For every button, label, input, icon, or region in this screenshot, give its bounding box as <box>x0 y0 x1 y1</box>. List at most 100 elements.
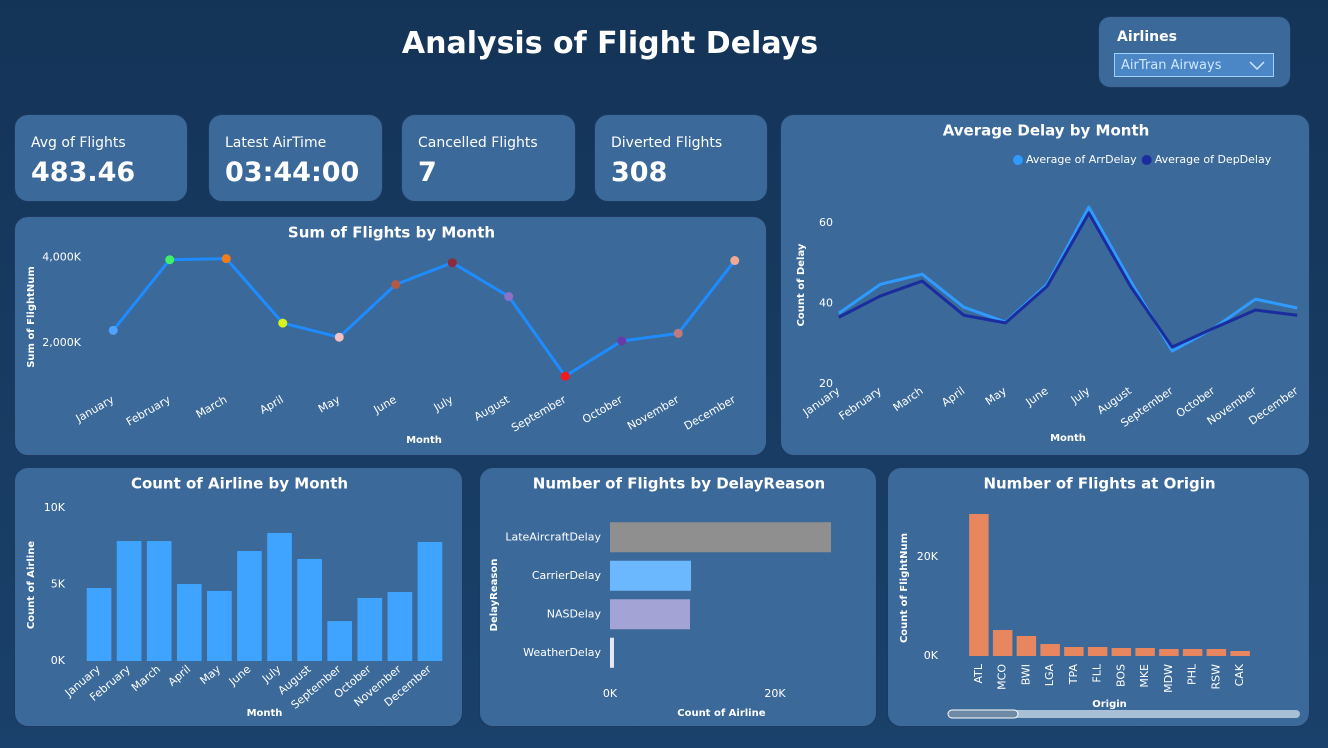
data-point <box>334 332 344 342</box>
legend-label: Average of DepDelay <box>1155 153 1272 166</box>
bar <box>1016 636 1037 656</box>
card-value: 7 <box>418 157 437 188</box>
x-tick-label: February <box>124 393 173 429</box>
x-tick-label: 20K <box>764 687 786 700</box>
x-tick-label: MDW <box>1162 664 1175 693</box>
bar <box>610 522 832 553</box>
x-tick-label: March <box>194 393 230 421</box>
slicer-label: Airlines <box>1117 29 1177 45</box>
x-tick-label: January <box>73 393 117 426</box>
card-label: Diverted Flights <box>611 135 723 151</box>
chart-title: Sum of Flights by Month <box>288 224 495 242</box>
x-tick-label: MKE <box>1138 664 1151 688</box>
bar <box>357 597 383 661</box>
legend-label: Average of ArrDelay <box>1026 153 1137 166</box>
bar <box>610 637 614 668</box>
data-point <box>447 258 457 268</box>
card-label: Cancelled Flights <box>418 135 538 151</box>
chart: Number of Flights at Origin Origin Count o… <box>899 475 1300 719</box>
card-label: Latest AirTime <box>225 135 327 151</box>
card-value: 03:44:00 <box>225 157 360 188</box>
data-line <box>838 211 1298 349</box>
y-tick-label: 4,000K <box>42 251 81 264</box>
chart-title: Average Delay by Month <box>943 122 1150 140</box>
y-axis-title: Count of Airline <box>26 541 37 629</box>
bar <box>237 550 262 661</box>
x-tick-label: April <box>257 393 285 417</box>
y-tick-label: 5K <box>51 578 66 591</box>
chart-title: Number of Flights at Origin <box>983 475 1215 493</box>
y-tick-label: 60 <box>819 216 833 229</box>
x-axis-title: Month <box>247 708 283 719</box>
x-tick-label: November <box>625 393 681 433</box>
kpi-card: Avg of Flights 483.46 <box>14 114 188 202</box>
slicer[interactable]: Airlines AirTran Airways <box>1098 16 1291 88</box>
bar <box>610 560 692 591</box>
x-axis-title: Origin <box>1092 699 1127 710</box>
bar <box>1064 646 1084 656</box>
chart-panel: Average Delay by Month Month Count of Dela… <box>780 114 1310 456</box>
x-tick-label: TPA <box>1067 664 1080 686</box>
chart-title: Number of Flights by DelayReason <box>533 475 825 493</box>
y-tick-label: 10K <box>44 501 66 514</box>
chart-title: Count of Airline by Month <box>131 475 348 493</box>
bar <box>1159 649 1179 656</box>
x-tick-label: June <box>226 662 254 688</box>
x-tick-label: October <box>580 393 625 427</box>
x-tick-label: FLL <box>1091 663 1104 682</box>
data-line <box>112 257 736 378</box>
y-tick-label: 20 <box>819 377 833 390</box>
bar <box>267 532 292 661</box>
bar <box>1040 644 1060 656</box>
page-title: Analysis of Flight Delays <box>401 26 819 61</box>
x-tick-label: RSW <box>1209 664 1222 690</box>
chart: Average Delay by Month Month Count of Dela… <box>796 122 1301 445</box>
x-tick-label: CAK <box>1233 663 1246 686</box>
x-tick-label: PHL <box>1186 663 1199 685</box>
bar <box>297 558 322 661</box>
x-tick-label: March <box>129 663 163 695</box>
data-line <box>837 205 1298 353</box>
data-point <box>617 336 627 346</box>
x-axis-title: Month <box>406 435 442 446</box>
bar <box>176 584 202 661</box>
x-tick-label: September <box>509 393 569 435</box>
y-axis-title: Count of FlightNum <box>899 533 910 643</box>
data-point <box>673 328 683 338</box>
x-tick-label: BWI <box>1019 664 1032 685</box>
x-tick-label: LGA <box>1043 664 1056 687</box>
data-point <box>730 256 740 266</box>
slicer-dropdown[interactable]: AirTran Airways <box>1114 53 1274 77</box>
bar <box>969 513 989 656</box>
x-tick-label: ATL <box>972 663 985 683</box>
scrollbar-track <box>948 710 1300 718</box>
legend-swatch <box>1013 155 1023 165</box>
y-tick-label: 40 <box>819 297 833 310</box>
bar <box>992 630 1013 656</box>
x-tick-label: 0K <box>603 687 618 700</box>
chart-panel: Sum of Flights by Month Month Sum of Fligh… <box>14 216 767 456</box>
data-point <box>108 325 118 335</box>
x-axis-title: Count of Airline <box>677 708 765 719</box>
x-tick-label: August <box>472 393 512 424</box>
x-tick-label: April <box>166 663 194 689</box>
x-tick-label: April <box>939 384 967 409</box>
data-point <box>221 254 231 264</box>
bar <box>387 591 413 661</box>
data-point <box>391 280 401 290</box>
chart: Sum of Flights by Month Month Sum of Fligh… <box>26 224 740 446</box>
x-tick-label: MCO <box>996 664 1009 690</box>
chart-panel: Number of Flights by DelayReason Count of… <box>479 467 877 727</box>
card-value: 308 <box>611 157 668 188</box>
data-point <box>278 318 288 328</box>
bar <box>1087 646 1108 656</box>
y-tick-label: NASDelay <box>547 607 602 620</box>
x-axis-title: Month <box>1050 433 1086 444</box>
y-tick-label: 0K <box>924 649 939 662</box>
y-axis-title: Sum of FlightNum <box>26 266 37 368</box>
y-tick-label: 20K <box>917 550 939 563</box>
x-tick-label: February <box>837 384 885 423</box>
bar <box>1182 649 1203 656</box>
data-point <box>560 371 570 381</box>
